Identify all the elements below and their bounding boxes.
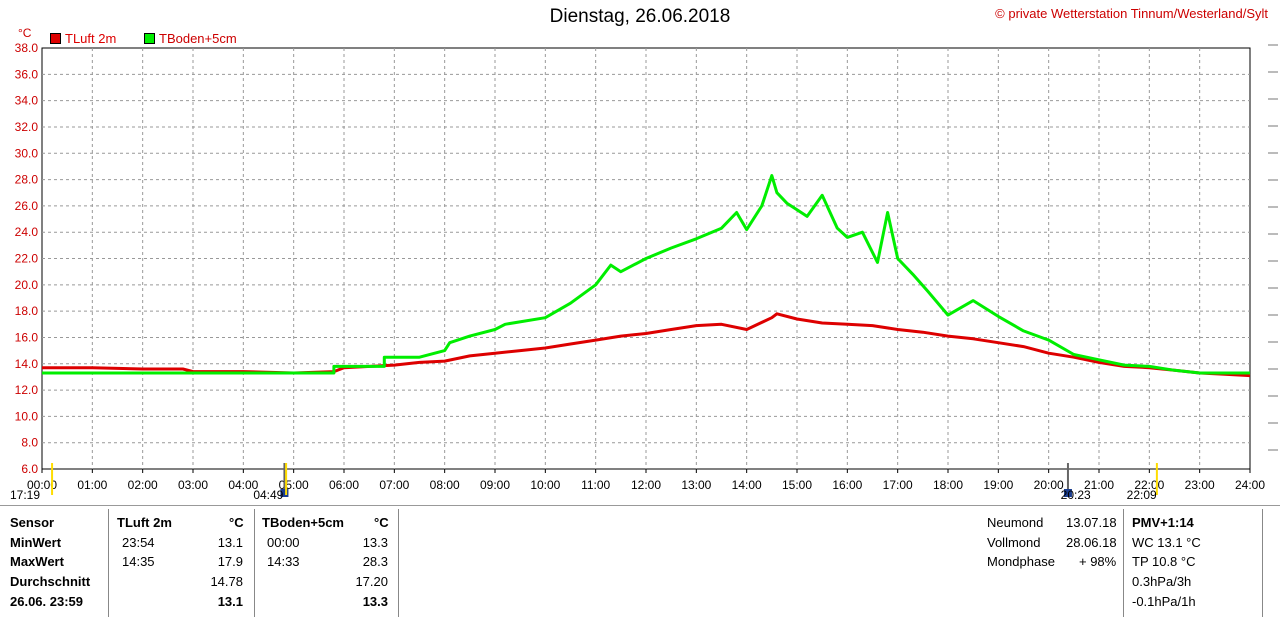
table-header-tluft: TLuft 2m: [117, 515, 172, 530]
y-tick-label: 10.0: [15, 409, 39, 423]
table-row-label: Durchschnitt: [10, 574, 91, 589]
x-tick-label: 02:00: [128, 478, 158, 492]
table-cell-tluft-value: 14.78: [210, 574, 243, 589]
y-axis-unit: °C: [18, 26, 32, 40]
x-tick-label: 14:00: [732, 478, 762, 492]
pmv-line-pressure-3h: 0.3hPa/3h: [1132, 574, 1192, 589]
table-cell-tluft-time: 23:54: [122, 535, 155, 550]
x-tick-label: 18:00: [933, 478, 963, 492]
x-tick-label: 13:00: [681, 478, 711, 492]
table-cell-tboden-value: 13.3: [362, 594, 388, 609]
y-tick-label: 36.0: [15, 67, 39, 81]
x-tick-label: 00:00: [27, 478, 57, 492]
table-cell-tboden-time: 14:33: [267, 554, 300, 569]
y-tick-label: 34.0: [15, 94, 39, 108]
y-tick-label: 6.0: [21, 462, 38, 476]
y-tick-label: 32.0: [15, 120, 39, 134]
x-tick-label: 17:00: [883, 478, 913, 492]
legend-label-tboden: TBoden+5cm: [159, 31, 237, 46]
y-tick-label: 16.0: [15, 330, 39, 344]
sunset-marker-icon: [1063, 489, 1072, 497]
table-cell-tluft-value: 13.1: [217, 535, 243, 550]
y-tick-label: 38.0: [15, 41, 39, 55]
x-tick-label: 01:00: [77, 478, 107, 492]
y-tick-label: 28.0: [15, 173, 39, 187]
chart-title: Dienstag, 26.06.2018: [549, 6, 731, 27]
x-tick-label: 20:00: [1034, 478, 1064, 492]
x-tick-label: 19:00: [983, 478, 1013, 492]
legend-swatch-red: [50, 33, 61, 44]
x-tick-label: 23:00: [1185, 478, 1215, 492]
y-tick-label: 22.0: [15, 252, 39, 266]
x-tick-label: 15:00: [782, 478, 812, 492]
y-tick-label: 18.0: [15, 304, 39, 318]
y-tick-label: 8.0: [21, 436, 38, 450]
x-tick-label: 08:00: [430, 478, 460, 492]
x-tick-label: 24:00: [1235, 478, 1265, 492]
x-tick-label: 21:00: [1084, 478, 1114, 492]
table-header-tboden: TBoden+5cm: [262, 515, 344, 530]
x-tick-label: 03:00: [178, 478, 208, 492]
moon-value-phase: + 98%: [1079, 554, 1117, 569]
x-tick-label: 09:00: [480, 478, 510, 492]
copyright-text: © private Wetterstation Tinnum/Westerlan…: [995, 6, 1268, 21]
table-cell-tluft-value: 17.9: [217, 554, 243, 569]
moonrise-time-label: 22:09: [1127, 488, 1157, 502]
pmv-title: PMV+1:14: [1132, 515, 1194, 530]
x-tick-label: 16:00: [832, 478, 862, 492]
x-tick-label: 06:00: [329, 478, 359, 492]
pmv-line-pressure-1h: -0.1hPa/1h: [1132, 594, 1196, 609]
pmv-line-tp: TP 10.8 °C: [1132, 554, 1196, 569]
table-cell-tboden-value: 17.20: [355, 574, 388, 589]
table-cell-tboden-value: 28.3: [362, 554, 388, 569]
table-row-label: MinWert: [10, 535, 62, 550]
y-tick-label: 20.0: [15, 278, 39, 292]
series-line-tluft: [42, 312, 1251, 378]
x-tick-label: 10:00: [530, 478, 560, 492]
sensor-table: Sensor TLuft 2m °C TBoden+5cm °C MinWert…: [0, 505, 1280, 621]
table-row-label: 26.06. 23:59: [10, 594, 84, 609]
y-tick-label: 12.0: [15, 383, 39, 397]
y-tick-label: 26.0: [15, 199, 39, 213]
moon-value-new: 13.07.18: [1066, 515, 1117, 530]
moon-label-new: Neumond: [987, 515, 1044, 530]
table-cell-tboden-time: 00:00: [267, 535, 300, 550]
table-cell-tluft-time: 14:35: [122, 554, 155, 569]
sunrise-time-label: 04:49: [253, 488, 283, 502]
table-header-sensor: Sensor: [10, 515, 55, 530]
table-cell-tboden-value: 13.3: [362, 535, 388, 550]
table-header-tluft-unit: °C: [229, 515, 244, 530]
table-cell-tluft-value: 13.1: [217, 594, 243, 609]
x-tick-label: 04:00: [228, 478, 258, 492]
x-tick-label: 07:00: [379, 478, 409, 492]
legend-label-tluft: TLuft 2m: [65, 31, 117, 46]
moonset-time-label: 17:19: [10, 488, 40, 502]
pmv-line-wc: WC 13.1 °C: [1132, 535, 1201, 550]
table-row-label: MaxWert: [10, 554, 64, 569]
y-tick-label: 30.0: [15, 146, 39, 160]
y-tick-label: 14.0: [15, 357, 39, 371]
legend-item-tboden: TBoden+5cm: [144, 31, 237, 46]
legend-item-tluft: TLuft 2m: [50, 31, 116, 46]
moon-label-full: Vollmond: [987, 535, 1041, 550]
series-line-tboden: [42, 174, 1250, 375]
sunset-time-label: 20:23: [1061, 488, 1091, 502]
y-tick-label: 24.0: [15, 225, 39, 239]
temperature-chart: 6.0 8.0 10.0 12.0 14.0 16.0 18.0 20.0 22.0 24.0 26…: [10, 41, 1278, 502]
table-header-tboden-unit: °C: [374, 515, 389, 530]
x-tick-label: 11:00: [581, 478, 610, 492]
legend-swatch-green: [144, 33, 155, 44]
moon-value-full: 28.06.18: [1066, 535, 1117, 550]
sunrise-marker-icon: [280, 489, 289, 497]
moon-label-phase: Mondphase: [987, 554, 1055, 569]
x-tick-label: 12:00: [631, 478, 661, 492]
